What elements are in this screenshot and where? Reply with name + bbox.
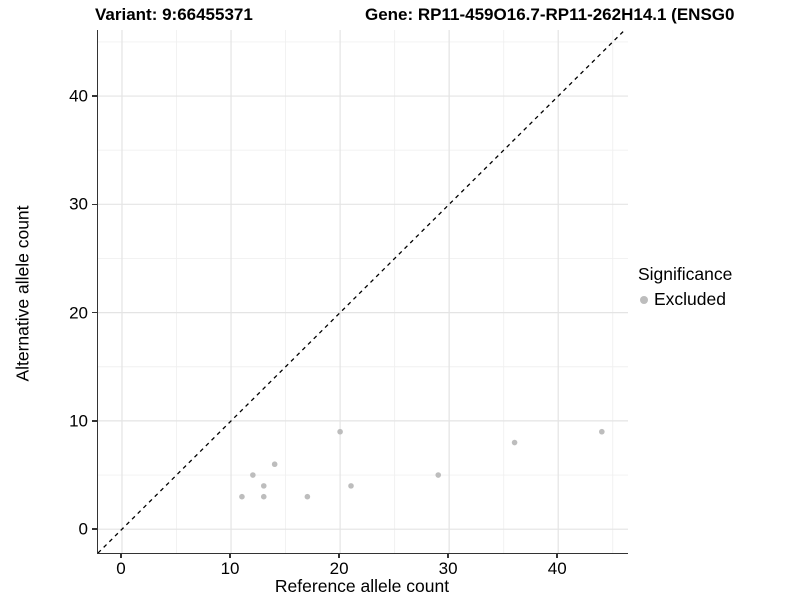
y-tick-mark <box>92 95 97 97</box>
data-point <box>260 493 267 500</box>
y-tick-mark <box>92 203 97 206</box>
x-tick-label: 10 <box>220 559 240 578</box>
data-point <box>304 493 311 500</box>
x-tick-label: 0 <box>116 559 126 578</box>
y-tick-label: 30 <box>69 194 88 214</box>
x-tick-mark <box>229 553 231 558</box>
data-point <box>599 428 605 435</box>
legend-item-excluded: Excluded <box>638 289 732 310</box>
x-tick-mark <box>556 553 558 558</box>
legend-title: Significance <box>638 264 733 284</box>
data-point <box>250 472 256 478</box>
x-axis-title: Reference allele count <box>274 576 450 596</box>
x-tick-mark <box>120 553 122 558</box>
data-point <box>337 428 343 435</box>
scatter-plot-canvas <box>98 30 628 553</box>
plot-panel <box>97 30 628 554</box>
y-tick-label: 0 <box>78 519 88 539</box>
y-tick-label: 10 <box>69 411 88 431</box>
y-tick-label: 40 <box>69 86 88 106</box>
x-tick-mark <box>447 553 449 558</box>
legend-item-label: Excluded <box>654 289 726 309</box>
y-tick-mark <box>92 311 97 314</box>
x-tick-label: 40 <box>547 559 567 578</box>
excluded-point-swatch-icon <box>640 295 648 304</box>
y-axis-title: Alternative allele count <box>12 205 33 382</box>
y-tick-mark <box>92 420 97 422</box>
y-tick-label: 20 <box>69 303 88 323</box>
x-tick-label: 20 <box>329 559 349 578</box>
legend: Significance Excluded <box>638 264 732 310</box>
x-tick-label: 30 <box>438 559 458 578</box>
data-point <box>435 472 442 478</box>
x-tick-mark <box>338 553 340 558</box>
y-tick-mark <box>92 528 97 530</box>
data-point <box>239 493 245 500</box>
data-point <box>511 439 518 446</box>
data-point <box>271 461 278 468</box>
data-point <box>260 483 267 489</box>
variant-title: Variant: 9:66455371 <box>95 5 253 24</box>
identity-line <box>98 30 626 553</box>
data-point <box>348 483 354 489</box>
gene-title: Gene: RP11-459O16.7-RP11-262H14.1 (ENSG0 <box>365 5 735 24</box>
